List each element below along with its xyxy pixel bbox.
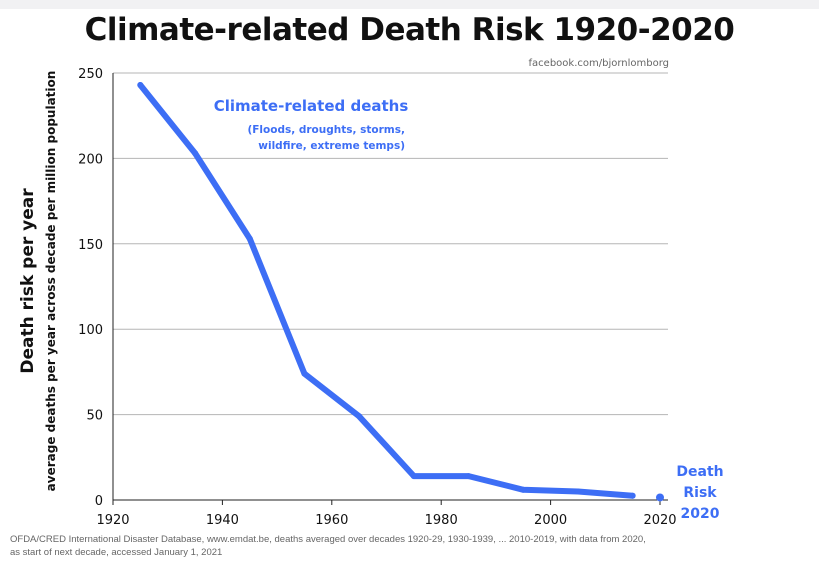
y-tick-label: 200 (78, 152, 103, 167)
x-tick-label: 2000 (534, 513, 567, 528)
death-risk-2020-label-line-3: 2020 (681, 506, 720, 522)
source-credit: facebook.com/bjornlomborg (528, 58, 669, 69)
data-point-1945 (246, 235, 253, 242)
top-band (0, 0, 819, 9)
data-point-2015 (629, 492, 636, 499)
death-risk-2020-label-line-2: Risk (683, 485, 717, 501)
y-tick-label: 0 (95, 494, 103, 509)
chart-title: Climate-related Death Risk 1920-2020 (84, 12, 735, 48)
series-points (137, 81, 636, 499)
data-point-1985 (465, 473, 472, 480)
x-tick-label: 1920 (96, 513, 129, 528)
x-tick-label: 1940 (206, 513, 239, 528)
axes (112, 73, 668, 501)
data-point-1995 (520, 486, 527, 493)
series-note-line-2: wildfire, extreme temps) (258, 140, 405, 152)
series-note-line-1: (Floods, droughts, storms, (247, 124, 405, 136)
data-point-2005 (574, 488, 581, 495)
tick-labels: 0 50 100 150 200 250 1920 1940 1960 1980 2000 2020 (78, 67, 676, 528)
footnote: OFDA/CRED International Disaster Databas… (10, 533, 750, 559)
x-tick-label: 2020 (643, 513, 676, 528)
series-label: Climate-related deaths (214, 97, 409, 115)
y-tick-label: 150 (78, 238, 103, 253)
y-tick-label: 100 (78, 323, 103, 338)
series-line-climate-related-deaths (137, 82, 636, 499)
data-point-1965 (356, 413, 363, 420)
data-point-1975 (410, 473, 417, 480)
point-2020 (656, 493, 664, 502)
data-point-1935 (192, 150, 199, 157)
footnote-line-2: as start of next decade, accessed Januar… (10, 547, 223, 558)
y-tick-label: 50 (86, 409, 103, 424)
x-tick-label: 1980 (425, 513, 458, 528)
footnote-line-1: OFDA/CRED International Disaster Databas… (10, 534, 646, 545)
death-risk-2020-label-line-1: Death (676, 464, 723, 480)
data-point-1955 (301, 370, 308, 377)
y-tick-label: 250 (78, 67, 103, 82)
gridlines (113, 72, 668, 416)
x-tick-label: 1960 (315, 513, 348, 528)
data-point-1925 (137, 81, 144, 88)
